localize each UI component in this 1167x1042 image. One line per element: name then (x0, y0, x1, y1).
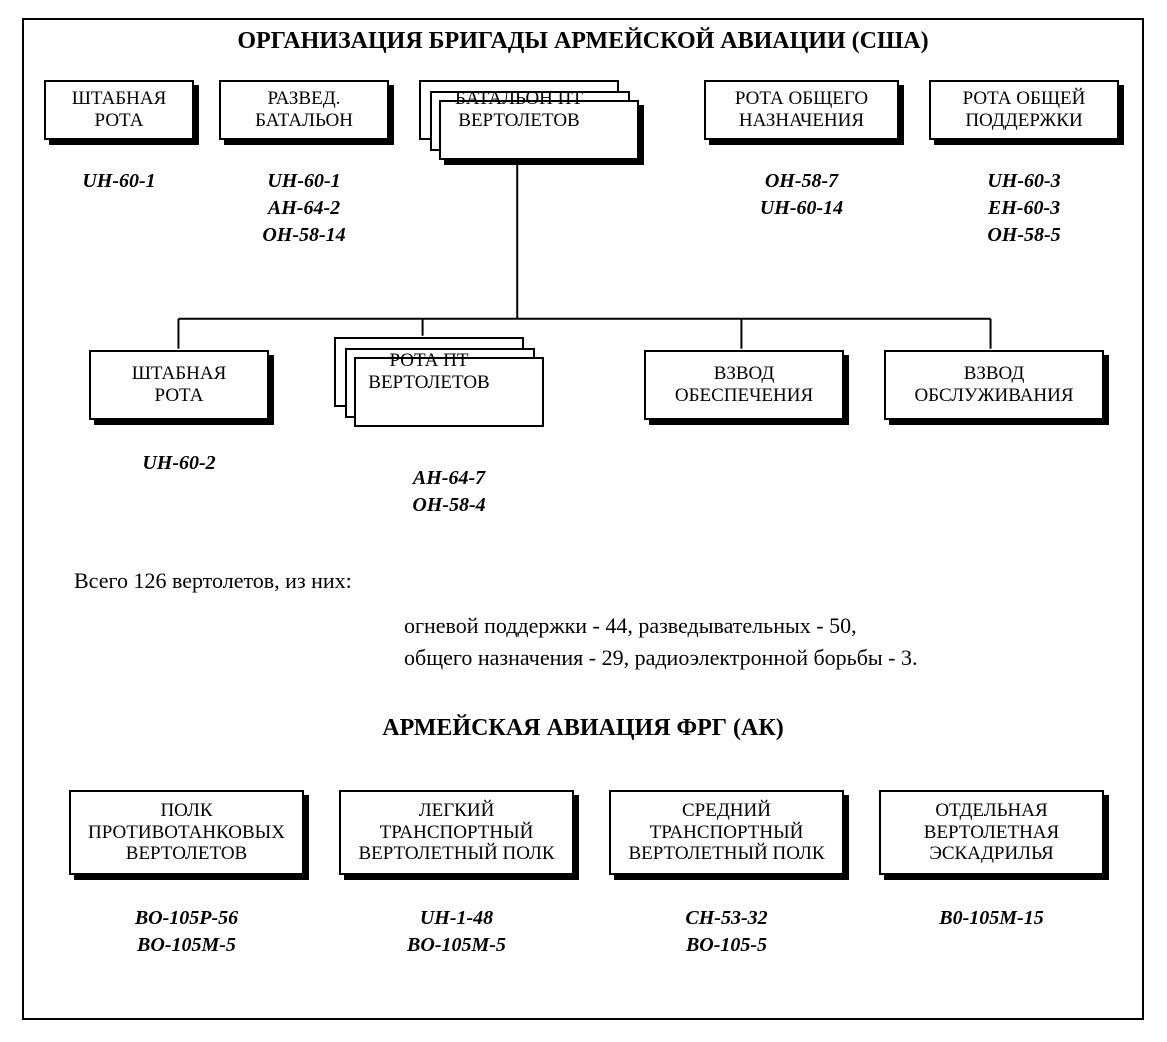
label: ЭСКАДРИЛЬЯ (929, 843, 1053, 864)
box-general-purpose-company: РОТА ОБЩЕГОНАЗНАЧЕНИЯ (704, 80, 899, 140)
label: НАЗНАЧЕНИЯ (739, 110, 864, 131)
label: СРЕДНИЙ (682, 800, 771, 821)
box-at-heli-regiment: ПОЛК ПРОТИВОТАНКОВЫХ ВЕРТОЛЕТОВ (69, 790, 304, 875)
label: БАТАЛЬОН (255, 110, 353, 131)
label: ВЕРТОЛЕТОВ (126, 843, 247, 864)
box-hq-company: ШТАБНАЯРОТА (44, 80, 194, 140)
box-recon-battalion: РАЗВЕД.БАТАЛЬОН (219, 80, 389, 140)
summary-line-2: общего назначения - 29, радиоэлектронной… (404, 642, 918, 674)
equip-recon-battalion: UH-60-1 AH-64-2 OH-58-14 (219, 168, 389, 249)
box-at-heli-company: РОТА ПТВЕРТОЛЕТОВ (334, 337, 524, 407)
equip-separate-squadron: B0-105M-15 (879, 905, 1104, 932)
label: ВЕРТОЛЕТНАЯ (924, 822, 1059, 843)
label: ЛЕГКИЙ (419, 800, 495, 821)
label: ПРОТИВОТАНКОВЫХ (88, 822, 285, 843)
title-usa: ОРГАНИЗАЦИЯ БРИГАДЫ АРМЕЙСКОЙ АВИАЦИИ (С… (24, 28, 1142, 55)
label: ПОДДЕРЖКИ (965, 110, 1082, 131)
box-separate-heli-squadron: ОТДЕЛЬНАЯ ВЕРТОЛЕТНАЯ ЭСКАДРИЛЬЯ (879, 790, 1104, 875)
label: ПОЛК (160, 800, 212, 821)
label: ВЗВОД (714, 363, 775, 384)
outer-frame: ОРГАНИЗАЦИЯ БРИГАДЫ АРМЕЙСКОЙ АВИАЦИИ (С… (22, 18, 1144, 1020)
box-support-platoon: ВЗВОДОБЕСПЕЧЕНИЯ (644, 350, 844, 420)
label: ВЕРТОЛЕТНЫЙ ПОЛК (358, 843, 554, 864)
page: ОРГАНИЗАЦИЯ БРИГАДЫ АРМЕЙСКОЙ АВИАЦИИ (С… (0, 0, 1167, 1042)
label: ОБЕСПЕЧЕНИЯ (675, 385, 813, 406)
label: ВЕРТОЛЕТОВ (458, 110, 579, 131)
box-medium-transport-regiment: СРЕДНИЙ ТРАНСПОРТНЫЙ ВЕРТОЛЕТНЫЙ ПОЛК (609, 790, 844, 875)
label: ОБСЛУЖИВАНИЯ (914, 385, 1073, 406)
label: ВЗВОД (964, 363, 1025, 384)
equip-light-transport: UH-1-48 BO-105M-5 (339, 905, 574, 959)
label: РОТА ПТ (390, 350, 469, 371)
box-at-heli-battalion: БАТАЛЬОН ПТВЕРТОЛЕТОВ (419, 80, 619, 140)
label: ТРАНСПОРТНЫЙ (380, 822, 534, 843)
label: РОТА (155, 385, 204, 406)
equip-general-support: UH-60-3 EH-60-3 OH-58-5 (929, 168, 1119, 249)
equip-hq-company-2: UH-60-2 (89, 450, 269, 477)
label: ВЕРТОЛЕТОВ (368, 372, 489, 393)
label: РАЗВЕД. (268, 88, 341, 109)
label: ШТАБНАЯ (132, 363, 227, 384)
box-general-support-company: РОТА ОБЩЕЙПОДДЕРЖКИ (929, 80, 1119, 140)
equip-at-heli-company: AH-64-7 OH-58-4 (354, 465, 544, 519)
label: ТРАНСПОРТНЫЙ (650, 822, 804, 843)
label: БАТАЛЬОН ПТ (455, 88, 583, 109)
label: РОТА ОБЩЕГО (735, 88, 868, 109)
label: ОТДЕЛЬНАЯ (935, 800, 1047, 821)
equip-at-heli-regiment: BO-105P-56 BO-105M-5 (69, 905, 304, 959)
label: РОТА (95, 110, 144, 131)
box-hq-company-2: ШТАБНАЯРОТА (89, 350, 269, 420)
label: ВЕРТОЛЕТНЫЙ ПОЛК (628, 843, 824, 864)
box-light-transport-regiment: ЛЕГКИЙ ТРАНСПОРТНЫЙ ВЕРТОЛЕТНЫЙ ПОЛК (339, 790, 574, 875)
box-service-platoon: ВЗВОДОБСЛУЖИВАНИЯ (884, 350, 1104, 420)
equip-medium-transport: CH-53-32 BO-105-5 (609, 905, 844, 959)
equip-general-purpose: OH-58-7 UH-60-14 (704, 168, 899, 222)
label: ШТАБНАЯ (72, 88, 167, 109)
label: РОТА ОБЩЕЙ (963, 88, 1086, 109)
summary-line-1: огневой поддержки - 44, разведывательных… (404, 610, 857, 642)
equip-hq-company: UH-60-1 (44, 168, 194, 195)
title-frg: АРМЕЙСКАЯ АВИАЦИЯ ФРГ (АК) (24, 715, 1142, 742)
summary-intro: Всего 126 вертолетов, из них: (74, 565, 352, 597)
